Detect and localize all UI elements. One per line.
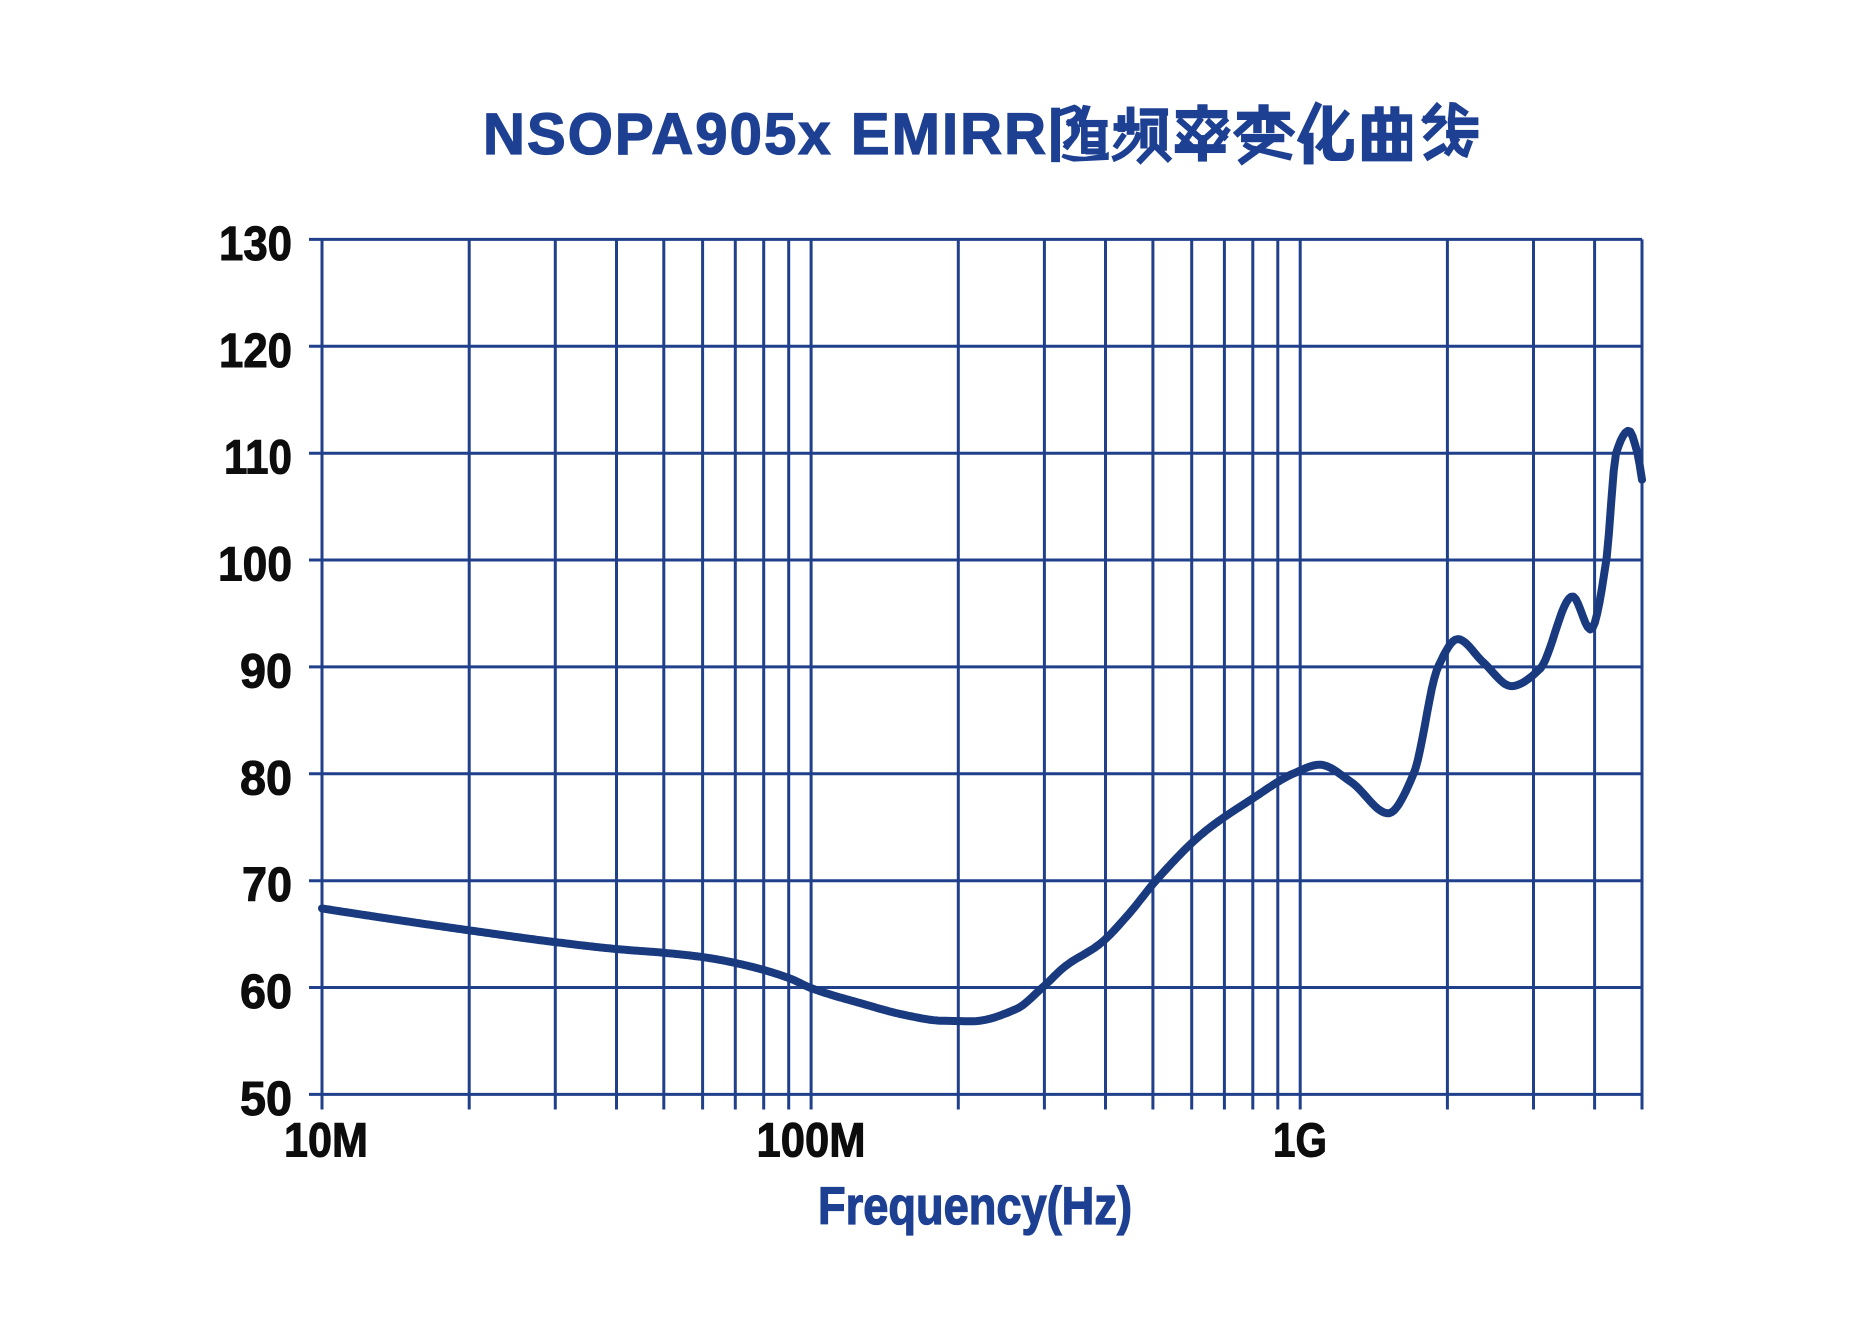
svg-text:110: 110 — [224, 432, 292, 485]
svg-text:100: 100 — [218, 539, 292, 592]
svg-text:Frequency(Hz): Frequency(Hz) — [818, 1177, 1132, 1236]
svg-text:100M: 100M — [757, 1115, 866, 1168]
svg-text:60: 60 — [240, 966, 292, 1019]
svg-text:50: 50 — [240, 1073, 292, 1126]
svg-text:130: 130 — [219, 218, 292, 271]
svg-text:80: 80 — [240, 752, 292, 805]
svg-text:120: 120 — [219, 325, 292, 378]
svg-text:10M: 10M — [284, 1115, 368, 1168]
svg-text:1G: 1G — [1273, 1115, 1327, 1168]
svg-text:NSOPA905x EMIRR: NSOPA905x EMIRR — [483, 102, 1046, 167]
svg-text:90: 90 — [240, 645, 292, 698]
svg-text:70: 70 — [242, 859, 292, 912]
